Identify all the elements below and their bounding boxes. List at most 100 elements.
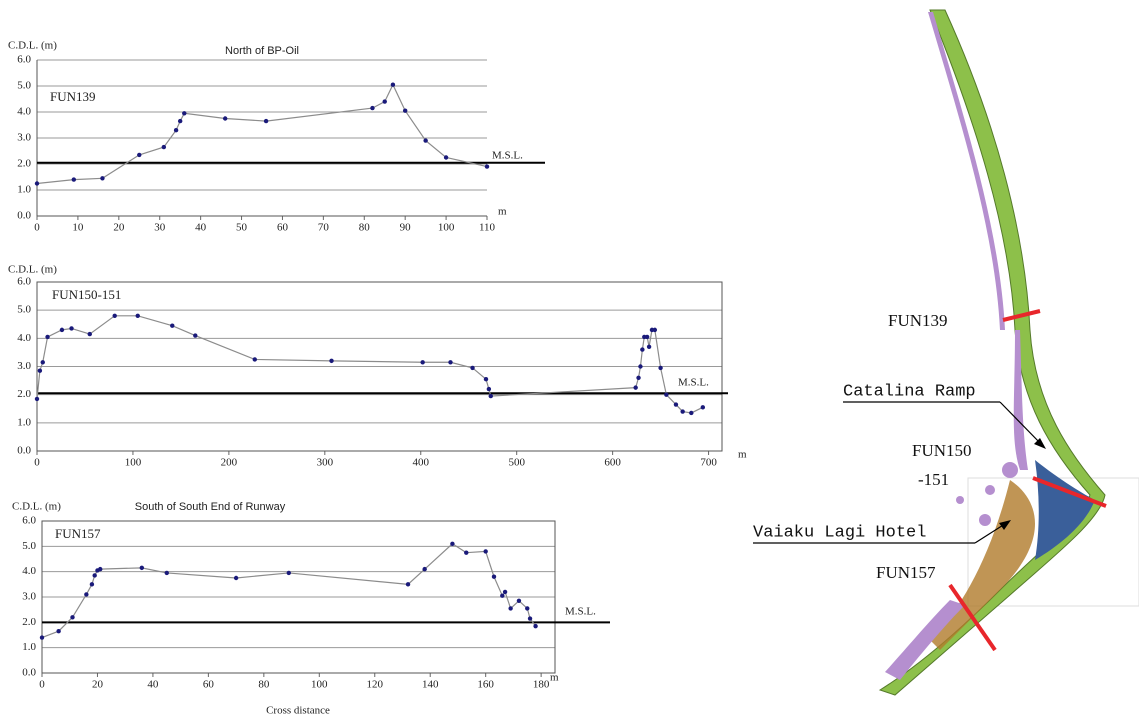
x-tick-label: 0 <box>39 679 45 691</box>
x-tick-label: 0 <box>34 457 40 469</box>
data-point <box>528 616 532 620</box>
data-point <box>69 326 73 330</box>
y-tick-label: 2.0 <box>17 158 31 170</box>
chart-title: North of BP-Oil <box>225 45 299 57</box>
y-tick-label: 6.0 <box>22 515 36 527</box>
annotation: FUN157 <box>55 526 101 541</box>
y-tick-label: 4.0 <box>17 332 31 344</box>
x-unit: m <box>550 672 559 684</box>
data-point <box>638 364 642 368</box>
y-tick-label: 6.0 <box>17 276 31 288</box>
data-point <box>38 369 42 373</box>
data-point <box>517 599 521 603</box>
y-axis-title: C.D.L. (m) <box>8 40 57 52</box>
data-point <box>137 153 141 157</box>
x-tick-label: 600 <box>604 457 621 469</box>
x-tick-label: 50 <box>236 222 248 234</box>
data-point <box>136 314 140 318</box>
data-point <box>701 405 705 409</box>
data-point <box>287 571 291 575</box>
data-point <box>680 409 684 413</box>
data-point <box>92 573 96 577</box>
map-label: FUN139 <box>888 311 948 330</box>
data-point <box>633 385 637 389</box>
y-tick-label: 0.0 <box>17 210 31 222</box>
x-tick-label: 300 <box>317 457 334 469</box>
data-point <box>485 164 489 168</box>
data-point <box>98 567 102 571</box>
reef-patch <box>979 514 991 526</box>
data-point <box>674 402 678 406</box>
y-tick-label: 4.0 <box>17 106 31 118</box>
y-tick-label: 0.0 <box>17 445 31 457</box>
data-point <box>483 549 487 553</box>
x-tick-label: 60 <box>203 679 215 691</box>
data-point <box>640 347 644 351</box>
x-axis-title: Cross distance <box>266 705 330 717</box>
map: FUN139 Catalina Ramp FUN150 -151 Vaiaku … <box>753 10 1139 695</box>
data-point <box>178 119 182 123</box>
data-point <box>508 606 512 610</box>
data-point <box>489 394 493 398</box>
data-point <box>492 575 496 579</box>
reference-label: M.S.L. <box>492 150 523 162</box>
x-tick-label: 30 <box>154 222 166 234</box>
data-point <box>503 590 507 594</box>
y-axis-title: C.D.L. (m) <box>12 501 61 513</box>
x-tick-label: 40 <box>147 679 159 691</box>
data-point <box>88 332 92 336</box>
x-tick-label: 100 <box>311 679 328 691</box>
data-point <box>100 176 104 180</box>
data-point <box>113 314 117 318</box>
x-unit: m <box>738 449 747 461</box>
data-point <box>170 323 174 327</box>
data-point <box>174 128 178 132</box>
data-point <box>182 111 186 115</box>
annotation: FUN139 <box>50 89 96 104</box>
x-tick-label: 20 <box>92 679 104 691</box>
data-point <box>658 366 662 370</box>
data-point <box>533 624 537 628</box>
data-point <box>165 571 169 575</box>
data-point <box>35 181 39 185</box>
y-axis-title: C.D.L. (m) <box>8 264 57 276</box>
y-tick-label: 6.0 <box>17 54 31 66</box>
x-tick-label: 60 <box>277 222 289 234</box>
x-tick-label: 0 <box>34 222 40 234</box>
data-point <box>329 359 333 363</box>
annotation: FUN150-151 <box>52 287 121 302</box>
data-point <box>72 177 76 181</box>
reference-label: M.S.L. <box>678 377 709 389</box>
x-tick-label: 80 <box>258 679 270 691</box>
data-point <box>664 392 668 396</box>
x-tick-label: 200 <box>221 457 238 469</box>
data-point <box>500 594 504 598</box>
map-label: Vaiaku Lagi Hotel <box>753 523 926 542</box>
map-label: FUN157 <box>876 563 936 582</box>
reef-patch <box>1002 462 1018 478</box>
chart-title: South of South End of Runway <box>135 501 286 513</box>
x-tick-label: 120 <box>367 679 384 691</box>
x-tick-label: 160 <box>477 679 494 691</box>
data-point <box>487 387 491 391</box>
y-tick-label: 2.0 <box>22 616 36 628</box>
x-tick-label: 70 <box>318 222 330 234</box>
data-point <box>264 119 268 123</box>
x-tick-label: 180 <box>533 679 550 691</box>
data-point <box>70 615 74 619</box>
data-point <box>406 582 410 586</box>
data-point <box>444 155 448 159</box>
data-point <box>56 629 60 633</box>
data-point <box>383 99 387 103</box>
data-line <box>37 316 703 413</box>
data-point <box>422 567 426 571</box>
x-tick-label: 90 <box>400 222 412 234</box>
data-point <box>35 397 39 401</box>
data-point <box>647 345 651 349</box>
figure: FUN139 Catalina Ramp FUN150 -151 Vaiaku … <box>0 0 1139 718</box>
reef-patch <box>956 496 964 504</box>
data-point <box>484 377 488 381</box>
y-tick-label: 1.0 <box>22 641 36 653</box>
data-point <box>223 116 227 120</box>
y-tick-label: 5.0 <box>17 304 31 316</box>
